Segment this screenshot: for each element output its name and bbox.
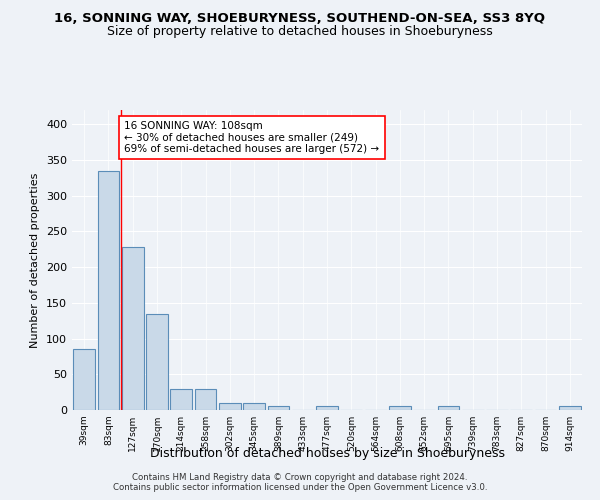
Text: 16 SONNING WAY: 108sqm
← 30% of detached houses are smaller (249)
69% of semi-de: 16 SONNING WAY: 108sqm ← 30% of detached… bbox=[124, 120, 379, 154]
Bar bbox=[219, 403, 241, 410]
Text: Distribution of detached houses by size in Shoeburyness: Distribution of detached houses by size … bbox=[149, 448, 505, 460]
Bar bbox=[389, 406, 411, 410]
Bar bbox=[122, 247, 143, 410]
Text: 16, SONNING WAY, SHOEBURYNESS, SOUTHEND-ON-SEA, SS3 8YQ: 16, SONNING WAY, SHOEBURYNESS, SOUTHEND-… bbox=[55, 12, 545, 26]
Bar bbox=[194, 388, 217, 410]
Bar bbox=[437, 406, 460, 410]
Bar bbox=[97, 170, 119, 410]
Bar bbox=[316, 406, 338, 410]
Text: Contains HM Land Registry data © Crown copyright and database right 2024.
Contai: Contains HM Land Registry data © Crown c… bbox=[113, 473, 487, 492]
Bar bbox=[559, 406, 581, 410]
Bar bbox=[73, 350, 95, 410]
Bar bbox=[170, 388, 192, 410]
Bar bbox=[268, 406, 289, 410]
Text: Size of property relative to detached houses in Shoeburyness: Size of property relative to detached ho… bbox=[107, 25, 493, 38]
Bar bbox=[243, 403, 265, 410]
Bar bbox=[146, 314, 168, 410]
Y-axis label: Number of detached properties: Number of detached properties bbox=[31, 172, 40, 348]
